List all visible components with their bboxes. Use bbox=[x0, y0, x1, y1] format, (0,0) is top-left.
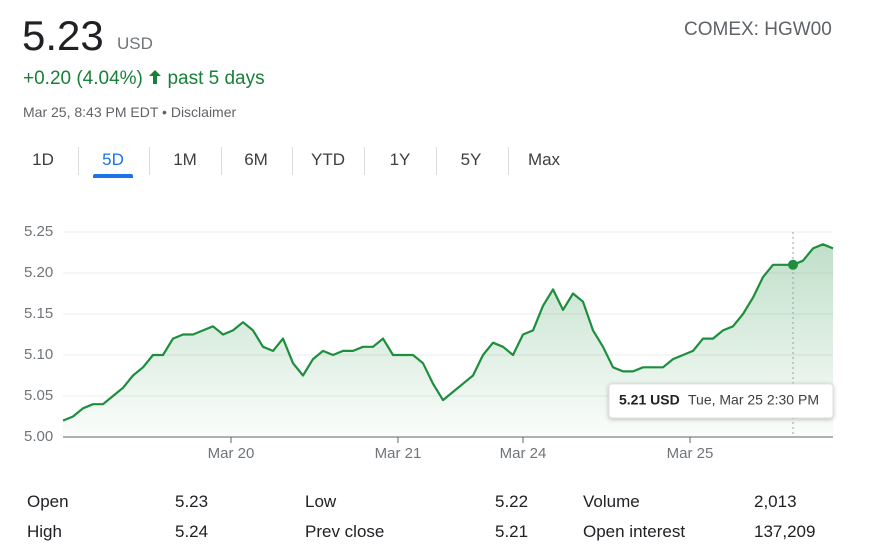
timestamp: Mar 25, 8:43 PM EDT bbox=[23, 104, 159, 120]
tab[interactable]: YTD bbox=[311, 150, 345, 169]
stat-label: Open bbox=[27, 492, 69, 511]
tab[interactable]: 1M bbox=[173, 150, 197, 169]
x-tick-label: Mar 25 bbox=[667, 445, 714, 462]
ticker: COMEX: HGW00 bbox=[684, 19, 832, 40]
tab[interactable]: 5Y bbox=[460, 150, 482, 169]
hover-dot bbox=[788, 259, 798, 270]
stat-label: Prev close bbox=[305, 522, 385, 541]
tooltip-box bbox=[608, 383, 834, 419]
y-tick-label: 5.15 bbox=[24, 305, 53, 322]
stat-value: 5.23 bbox=[175, 492, 209, 511]
disclaimer[interactable]: Disclaimer bbox=[170, 104, 237, 120]
stat-value: 137,209 bbox=[754, 522, 816, 541]
x-tick-label: Mar 24 bbox=[500, 445, 547, 462]
tab-separator bbox=[292, 147, 293, 175]
tab-separator bbox=[149, 147, 150, 175]
stat-value: 2,013 bbox=[754, 492, 797, 511]
up-arrow bbox=[149, 70, 162, 84]
y-tick-label: 5.25 bbox=[24, 223, 53, 240]
currency: USD bbox=[117, 34, 153, 53]
change-row: +0.20 (4.04%) past 5 days bbox=[23, 68, 265, 90]
y-tick-label: 5.05 bbox=[24, 387, 53, 404]
y-tick-label: 5.00 bbox=[24, 428, 53, 445]
tab-separator bbox=[507, 147, 509, 175]
tab-underline bbox=[93, 174, 133, 178]
tab-separator bbox=[78, 147, 79, 175]
tab[interactable]: 6M bbox=[244, 150, 268, 169]
tooltip-time: Tue, Mar 25 2:30 PM bbox=[688, 392, 819, 408]
period: past 5 days bbox=[167, 68, 265, 89]
tab[interactable]: 1Y bbox=[389, 150, 411, 169]
stat-label: Open interest bbox=[583, 522, 686, 541]
tab-separator bbox=[435, 147, 437, 175]
y-tick-label: 5.20 bbox=[24, 264, 53, 281]
x-tick-label: Mar 21 bbox=[375, 445, 422, 462]
chart: 5.00 5.05 5.10 5.15 5.20 5.25 Mar 20 Mar 21 Mar … bbox=[24, 223, 834, 462]
stat-value: 5.22 bbox=[495, 492, 529, 511]
change: +0.20 (4.04%) bbox=[23, 68, 143, 89]
tooltip-value: 5.21 USD bbox=[619, 392, 680, 408]
tab[interactable]: 5D bbox=[102, 150, 124, 169]
price: 5.23 bbox=[22, 12, 104, 59]
tab-separator bbox=[364, 147, 365, 175]
stat-value: 5.21 bbox=[495, 522, 529, 541]
timestamp-row: Mar 25, 8:43 PM EDT • Disclaimer bbox=[23, 104, 237, 120]
tab[interactable]: 1D bbox=[32, 150, 54, 169]
tab-separator bbox=[220, 147, 222, 175]
line bbox=[62, 243, 834, 422]
x-tick-label: Mar 20 bbox=[208, 445, 255, 462]
y-tick-label: 5.10 bbox=[24, 346, 53, 363]
tab[interactable]: Max bbox=[527, 150, 561, 169]
stat-label: Volume bbox=[583, 492, 640, 511]
stat-value: 5.24 bbox=[175, 522, 209, 541]
stat-label: Low bbox=[305, 492, 337, 511]
stat-label: High bbox=[27, 522, 62, 541]
